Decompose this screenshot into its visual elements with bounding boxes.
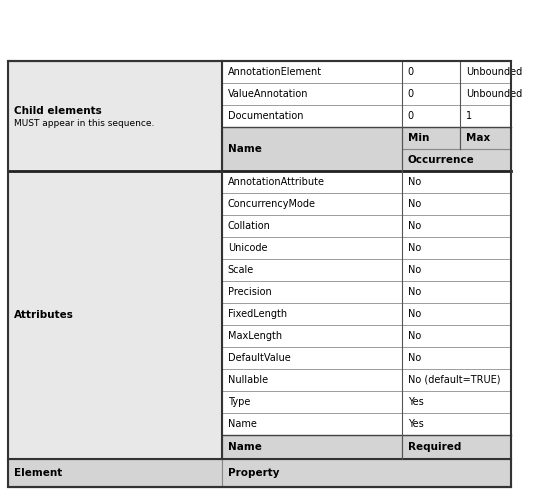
Text: Yes: Yes	[408, 419, 423, 429]
Text: AnnotationAttribute: AnnotationAttribute	[228, 177, 325, 187]
FancyBboxPatch shape	[402, 391, 511, 413]
Text: Collation: Collation	[228, 221, 271, 231]
FancyBboxPatch shape	[402, 413, 511, 435]
Text: Child elements: Child elements	[14, 106, 101, 116]
FancyBboxPatch shape	[222, 83, 402, 105]
Text: MUST appear in this sequence.: MUST appear in this sequence.	[14, 118, 154, 128]
Text: Unbounded: Unbounded	[466, 67, 522, 77]
FancyBboxPatch shape	[402, 127, 460, 149]
FancyBboxPatch shape	[222, 127, 402, 149]
FancyBboxPatch shape	[222, 237, 402, 259]
FancyBboxPatch shape	[402, 325, 511, 347]
FancyBboxPatch shape	[402, 171, 511, 193]
Text: Unicode: Unicode	[228, 243, 267, 253]
FancyBboxPatch shape	[222, 281, 402, 303]
Text: Documentation: Documentation	[228, 111, 303, 121]
Text: No: No	[408, 199, 421, 209]
Text: No: No	[408, 265, 421, 275]
FancyBboxPatch shape	[222, 369, 402, 391]
Text: Name: Name	[228, 144, 262, 154]
Text: No: No	[408, 221, 421, 231]
FancyBboxPatch shape	[402, 347, 511, 369]
Text: Unbounded: Unbounded	[466, 89, 522, 99]
FancyBboxPatch shape	[8, 61, 222, 171]
FancyBboxPatch shape	[222, 171, 402, 193]
Text: Property: Property	[228, 468, 279, 478]
Text: 0: 0	[408, 67, 414, 77]
Text: FixedLength: FixedLength	[228, 309, 287, 319]
Text: No: No	[408, 287, 421, 297]
FancyBboxPatch shape	[222, 259, 402, 281]
FancyBboxPatch shape	[222, 303, 402, 325]
Text: No: No	[408, 177, 421, 187]
FancyBboxPatch shape	[402, 105, 460, 127]
FancyBboxPatch shape	[222, 127, 402, 171]
Text: Nullable: Nullable	[228, 375, 268, 385]
FancyBboxPatch shape	[222, 435, 402, 459]
Text: Occurrence: Occurrence	[408, 155, 474, 165]
FancyBboxPatch shape	[8, 171, 222, 459]
FancyBboxPatch shape	[402, 193, 511, 215]
Text: Yes: Yes	[408, 397, 423, 407]
Text: 0: 0	[408, 89, 414, 99]
Text: AnnotationElement: AnnotationElement	[228, 67, 322, 77]
Text: 0: 0	[408, 111, 414, 121]
Text: Scale: Scale	[228, 265, 254, 275]
Text: No: No	[408, 353, 421, 363]
FancyBboxPatch shape	[402, 149, 511, 171]
FancyBboxPatch shape	[402, 237, 511, 259]
FancyBboxPatch shape	[402, 369, 511, 391]
Text: Attributes: Attributes	[14, 310, 74, 320]
Text: Min: Min	[408, 133, 429, 143]
FancyBboxPatch shape	[402, 61, 460, 83]
Text: ConcurrencyMode: ConcurrencyMode	[228, 199, 316, 209]
FancyBboxPatch shape	[222, 347, 402, 369]
FancyBboxPatch shape	[460, 83, 511, 105]
Text: Name: Name	[228, 442, 262, 452]
FancyBboxPatch shape	[222, 391, 402, 413]
Text: Required: Required	[408, 442, 461, 452]
Text: ValueAnnotation: ValueAnnotation	[228, 89, 308, 99]
FancyBboxPatch shape	[222, 459, 511, 487]
FancyBboxPatch shape	[222, 413, 402, 435]
Text: Precision: Precision	[228, 287, 271, 297]
Text: Name: Name	[228, 419, 256, 429]
FancyBboxPatch shape	[402, 259, 511, 281]
FancyBboxPatch shape	[222, 61, 402, 83]
FancyBboxPatch shape	[222, 193, 402, 215]
FancyBboxPatch shape	[8, 459, 222, 487]
Text: 1: 1	[466, 111, 472, 121]
FancyBboxPatch shape	[402, 435, 511, 459]
Text: Max: Max	[466, 133, 490, 143]
FancyBboxPatch shape	[222, 105, 402, 127]
Text: Element: Element	[14, 468, 62, 478]
FancyBboxPatch shape	[222, 215, 402, 237]
Text: Type: Type	[228, 397, 250, 407]
FancyBboxPatch shape	[402, 215, 511, 237]
FancyBboxPatch shape	[402, 281, 511, 303]
Text: No: No	[408, 309, 421, 319]
FancyBboxPatch shape	[460, 105, 511, 127]
FancyBboxPatch shape	[460, 127, 511, 149]
FancyBboxPatch shape	[460, 61, 511, 83]
FancyBboxPatch shape	[402, 83, 460, 105]
Text: No: No	[408, 243, 421, 253]
Text: No: No	[408, 331, 421, 341]
Text: DefaultValue: DefaultValue	[228, 353, 290, 363]
FancyBboxPatch shape	[222, 325, 402, 347]
Text: No (default=TRUE): No (default=TRUE)	[408, 375, 500, 385]
Text: MaxLength: MaxLength	[228, 331, 282, 341]
FancyBboxPatch shape	[402, 303, 511, 325]
